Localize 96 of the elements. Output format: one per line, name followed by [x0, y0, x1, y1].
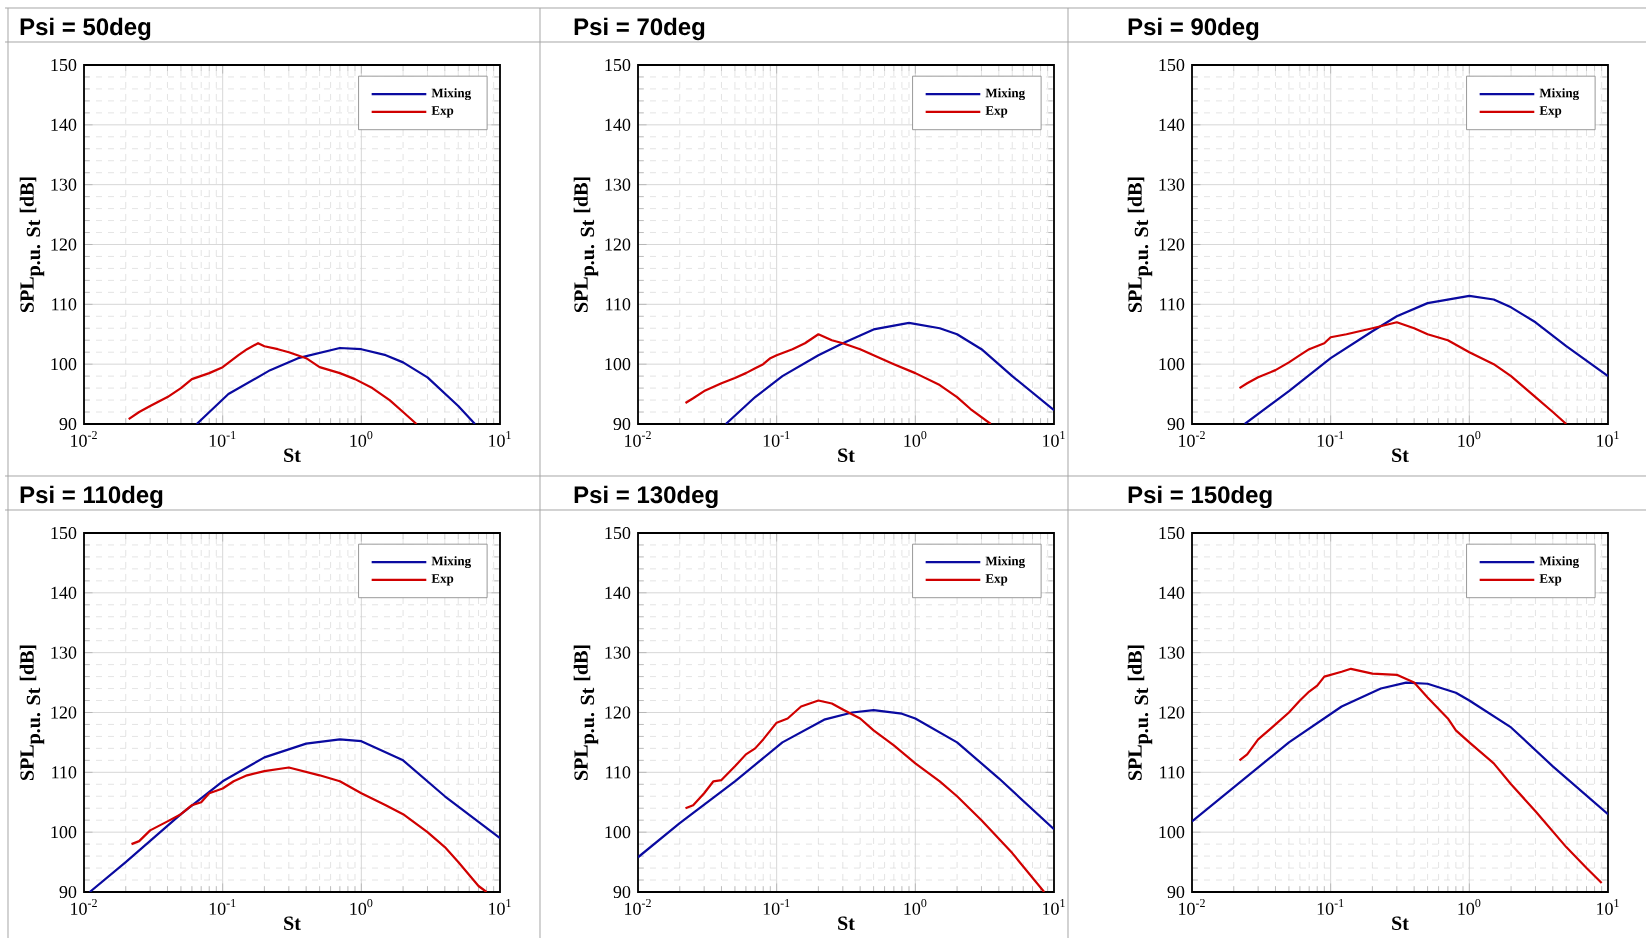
- chart-title: Psi = 130deg: [574, 485, 718, 509]
- chart-title: Psi = 90deg: [1128, 17, 1259, 41]
- x-tick-label: 10$^{-2}$: [625, 899, 651, 915]
- legend-label: Exp: [431, 574, 454, 586]
- x-axis-title: St: [838, 916, 855, 931]
- x-tick-label: 10$^{0}$: [350, 899, 373, 915]
- x-tick-label: 10$^{-1}$: [209, 431, 236, 447]
- y-tick-label: 90: [1167, 885, 1185, 899]
- y-tick-label: 90: [613, 417, 631, 431]
- x-axis-title: St: [1392, 916, 1409, 931]
- y-tick-label: 130: [51, 646, 77, 659]
- y-tick-label: 100: [1159, 358, 1185, 371]
- y-tick-label: 150: [51, 526, 77, 540]
- y-tick-label: 110: [1160, 766, 1185, 779]
- y-tick-label: 130: [1159, 178, 1185, 191]
- y-tick-label: 130: [605, 178, 631, 191]
- y-tick-label: 120: [605, 706, 631, 719]
- x-axis-title: St: [1392, 448, 1409, 463]
- chart-title: Psi = 50deg: [20, 17, 151, 41]
- x-tick-label: 10$^{-2}$: [71, 899, 97, 915]
- y-tick-label: 150: [1159, 58, 1185, 72]
- x-tick-label: 10$^{0}$: [904, 899, 927, 915]
- y-tick-label: 110: [606, 766, 631, 779]
- x-tick-label: 10$^{-2}$: [1179, 431, 1205, 447]
- y-tick-label: 100: [605, 826, 631, 839]
- y-tick-label: 140: [1159, 586, 1185, 599]
- y-tick-label: 140: [1159, 118, 1185, 131]
- x-tick-label: 10$^{0}$: [350, 431, 373, 447]
- y-axis-title: $\textbf{SPL}_{\textbf{p.u. St}}\ \textbf{[dB]}$: [19, 177, 45, 312]
- y-tick-label: 100: [51, 358, 77, 371]
- x-tick-label: 10$^{-1}$: [1317, 431, 1344, 447]
- x-tick-label: 10$^{1}$: [489, 431, 511, 447]
- y-tick-label: 110: [1160, 298, 1185, 311]
- legend-label: Mixing: [985, 556, 1025, 569]
- y-tick-label: 150: [1159, 526, 1185, 540]
- y-tick-label: 140: [51, 586, 77, 599]
- x-axis-title: St: [284, 448, 301, 463]
- legend-label: Mixing: [1539, 556, 1579, 569]
- chart-title: Psi = 110deg: [20, 485, 163, 509]
- legend-label: Exp: [1539, 106, 1562, 118]
- y-tick-label: 120: [1159, 706, 1185, 719]
- y-tick-label: 110: [606, 298, 631, 311]
- x-tick-label: 10$^{-1}$: [763, 899, 790, 915]
- legend-label: Exp: [1539, 574, 1562, 586]
- chart-title: Psi = 150deg: [1128, 485, 1272, 509]
- y-tick-label: 130: [1159, 646, 1185, 659]
- y-tick-label: 120: [51, 238, 77, 251]
- x-tick-label: 10$^{-2}$: [71, 431, 97, 447]
- y-tick-label: 140: [51, 118, 77, 131]
- x-tick-label: 10$^{1}$: [1043, 431, 1065, 447]
- x-tick-label: 10$^{-1}$: [763, 431, 790, 447]
- y-axis-title: $\textbf{SPL}_{\textbf{p.u. St}}\ \textbf{[dB]}$: [19, 645, 45, 780]
- y-tick-label: 90: [1167, 417, 1185, 431]
- legend-label: Mixing: [1539, 88, 1579, 101]
- legend-label: Mixing: [431, 88, 471, 101]
- y-tick-label: 120: [605, 238, 631, 251]
- y-tick-label: 110: [52, 766, 77, 779]
- x-axis-title: St: [838, 448, 855, 463]
- legend-label: Mixing: [431, 556, 471, 569]
- x-tick-label: 10$^{0}$: [1458, 431, 1481, 447]
- y-tick-label: 110: [52, 298, 77, 311]
- legend-label: Mixing: [985, 88, 1025, 101]
- y-axis-title: $\textbf{SPL}_{\textbf{p.u. St}}\ \textbf{[dB]}$: [1127, 177, 1153, 312]
- y-tick-label: 130: [51, 178, 77, 191]
- x-tick-label: 10$^{-2}$: [1179, 899, 1205, 915]
- x-tick-label: 10$^{-1}$: [1317, 899, 1344, 915]
- y-tick-label: 100: [1159, 826, 1185, 839]
- x-tick-label: 10$^{0}$: [1458, 899, 1481, 915]
- y-tick-label: 150: [605, 526, 631, 540]
- y-tick-label: 90: [613, 885, 631, 899]
- y-tick-label: 100: [605, 358, 631, 371]
- y-axis-title: $\textbf{SPL}_{\textbf{p.u. St}}\ \textbf{[dB]}$: [573, 645, 599, 780]
- y-tick-label: 120: [1159, 238, 1185, 251]
- x-tick-label: 10$^{1}$: [1597, 899, 1619, 915]
- y-tick-label: 140: [605, 586, 631, 599]
- y-tick-label: 150: [51, 58, 77, 72]
- legend-label: Exp: [431, 106, 454, 118]
- x-tick-label: 10$^{0}$: [904, 431, 927, 447]
- x-tick-label: 10$^{-1}$: [209, 899, 236, 915]
- x-tick-label: 10$^{-2}$: [625, 431, 651, 447]
- legend-label: Exp: [985, 574, 1008, 586]
- y-tick-label: 90: [59, 885, 77, 899]
- chart-title: Psi = 70deg: [574, 17, 705, 41]
- y-axis-title: $\textbf{SPL}_{\textbf{p.u. St}}\ \textbf{[dB]}$: [573, 177, 599, 312]
- x-tick-label: 10$^{1}$: [1043, 899, 1065, 915]
- y-tick-label: 100: [51, 826, 77, 839]
- x-axis-title: St: [284, 916, 301, 931]
- y-tick-label: 140: [605, 118, 631, 131]
- x-tick-label: 10$^{1}$: [1597, 431, 1619, 447]
- y-tick-label: 130: [605, 646, 631, 659]
- y-tick-label: 90: [59, 417, 77, 431]
- x-tick-label: 10$^{1}$: [489, 899, 511, 915]
- y-axis-title: $\textbf{SPL}_{\textbf{p.u. St}}\ \textbf{[dB]}$: [1127, 645, 1153, 780]
- y-tick-label: 150: [605, 58, 631, 72]
- legend-label: Exp: [985, 106, 1008, 118]
- y-tick-label: 120: [51, 706, 77, 719]
